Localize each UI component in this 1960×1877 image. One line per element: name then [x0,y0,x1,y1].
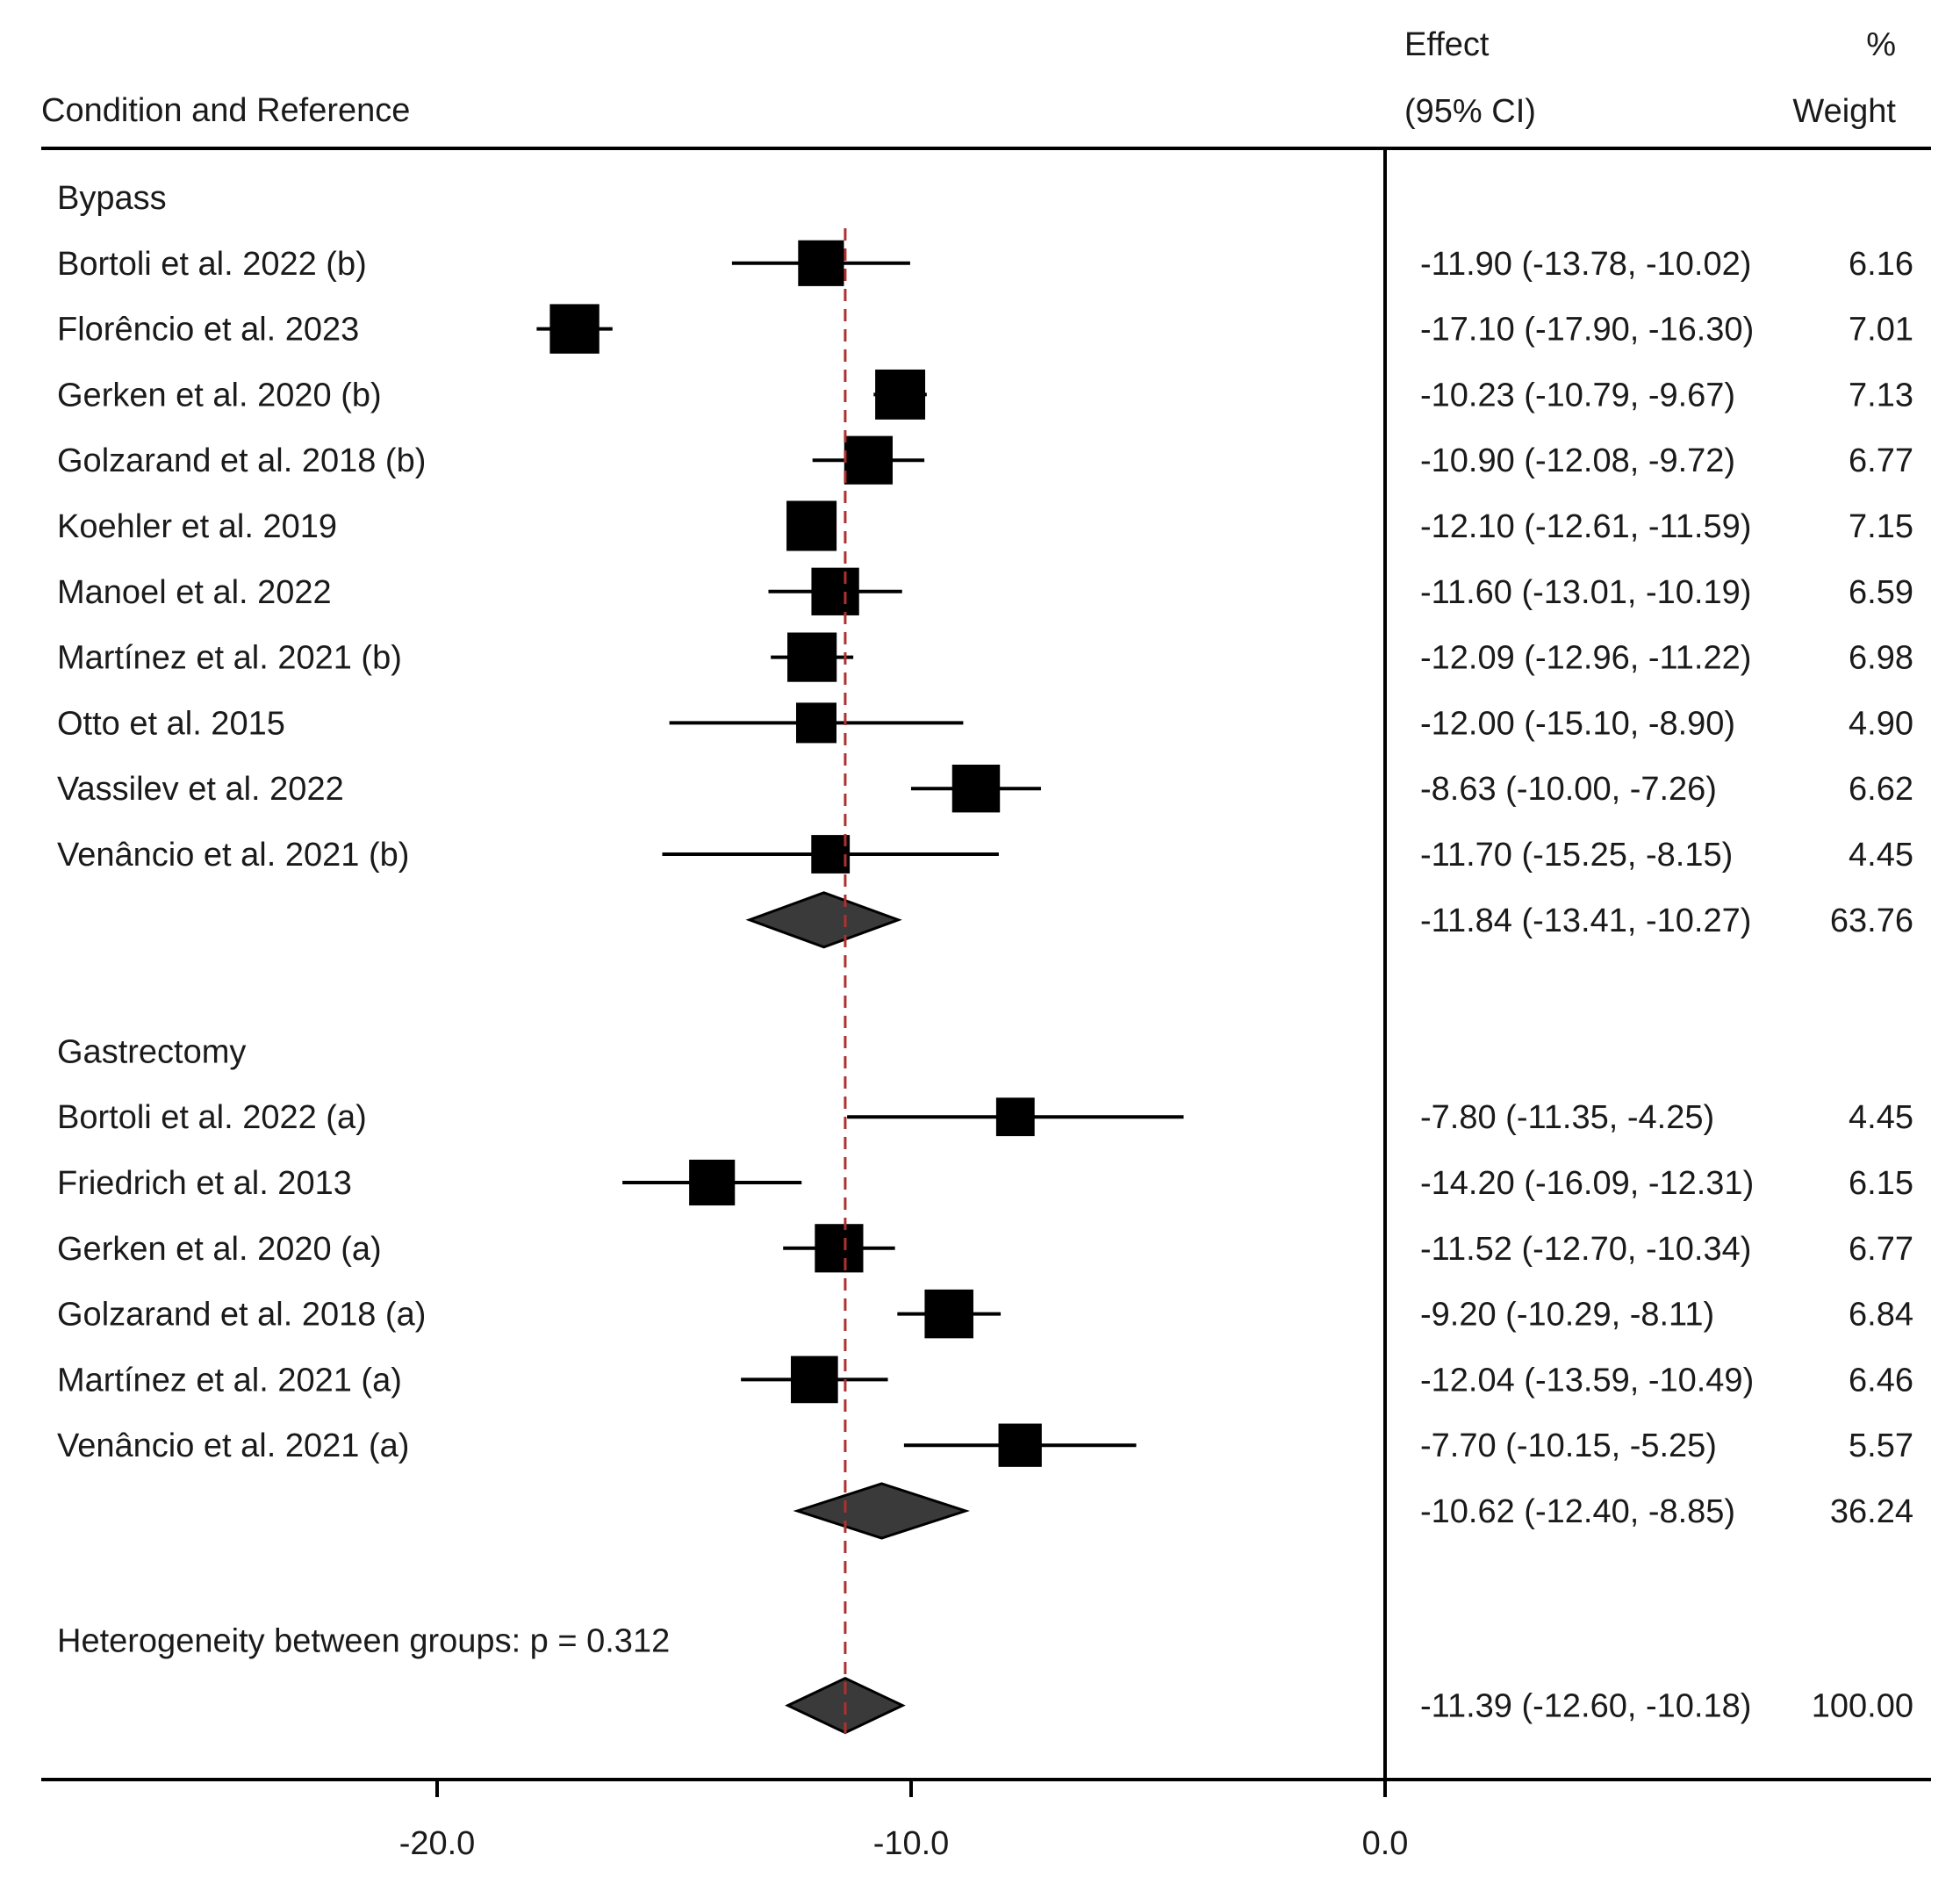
weight-text: 6.84 [1849,1297,1913,1334]
weight-text: 5.57 [1849,1428,1913,1464]
effect-ci-text: -8.63 (-10.00, -7.26) [1420,771,1717,808]
weight-text: 6.77 [1849,442,1913,479]
weight-text: 6.15 [1849,1165,1913,1202]
effect-ci-text: -11.60 (-13.01, -10.19) [1420,574,1751,611]
study-label: Florêncio et al. 2023 [57,312,359,349]
effect-marker [798,240,844,286]
weight-text: 6.62 [1849,771,1913,808]
effect-ci-text: -12.09 (-12.96, -11.22) [1420,640,1751,677]
effect-marker [924,1289,973,1339]
effect-marker [844,435,893,485]
effect-marker [811,835,851,874]
header-study: Condition and Reference [41,92,410,129]
effect-marker [811,567,859,615]
heterogeneity-text: Heterogeneity between groups: p = 0.312 [57,1623,670,1660]
weight-text: 4.90 [1849,705,1913,742]
study-label: Manoel et al. 2022 [57,574,332,611]
weight-text: 6.77 [1849,1231,1913,1268]
group-label-bypass: Bypass [57,180,167,217]
study-label: Venâncio et al. 2021 (a) [57,1428,409,1464]
study-label: Otto et al. 2015 [57,705,285,742]
weight-text: 6.46 [1849,1362,1913,1399]
effect-ci-text: -11.52 (-12.70, -10.34) [1420,1231,1751,1268]
effect-ci-text: -12.10 (-12.61, -11.59) [1420,508,1751,545]
study-label: Bortoli et al. 2022 (a) [57,1099,367,1136]
effect-ci-text: -12.04 (-13.59, -10.49) [1420,1362,1754,1399]
subtotal-diamond [793,1482,970,1540]
effect-marker [875,369,926,420]
study-label: Golzarand et al. 2018 (a) [57,1297,426,1334]
weight-text: 6.98 [1849,640,1913,677]
effect-marker [995,1097,1035,1137]
effect-marker [951,764,1001,813]
study-label: Martínez et al. 2021 (a) [57,1362,402,1399]
header-weight: Weight [1792,93,1896,130]
subtotal-ci-text: -10.62 (-12.40, -8.85) [1420,1493,1735,1530]
study-label: Bortoli et al. 2022 (b) [57,246,367,283]
study-label: Friedrich et al. 2013 [57,1165,352,1202]
effect-ci-text: -7.80 (-11.35, -4.25) [1420,1099,1714,1136]
subtotal-weight-text: 63.76 [1830,903,1913,939]
overall-ci-text: -11.39 (-12.60, -10.18) [1420,1688,1751,1725]
study-label: Gerken et al. 2020 (a) [57,1231,382,1268]
subtotal-ci-text: -11.84 (-13.41, -10.27) [1420,903,1751,939]
effect-marker [787,632,837,682]
effect-marker [689,1159,736,1206]
effect-ci-text: -7.70 (-10.15, -5.25) [1420,1428,1717,1464]
overall-weight-text: 100.00 [1812,1688,1913,1725]
effect-marker [549,304,599,354]
effect-ci-text: -11.70 (-15.25, -8.15) [1420,837,1733,874]
subtotal-weight-text: 36.24 [1830,1493,1913,1530]
weight-text: 4.45 [1849,1099,1913,1136]
effect-marker [815,1224,864,1273]
study-label: Koehler et al. 2019 [57,508,337,545]
weight-text: 6.59 [1849,574,1913,611]
effect-ci-text: -12.00 (-15.10, -8.90) [1420,705,1735,742]
weight-text: 6.16 [1849,246,1913,283]
effect-ci-text: -14.20 (-16.09, -12.31) [1420,1165,1754,1202]
effect-ci-text: -17.10 (-17.90, -16.30) [1420,312,1754,349]
study-label: Vassilev et al. 2022 [57,771,344,808]
effect-ci-text: -10.90 (-12.08, -9.72) [1420,442,1735,479]
weight-text: 7.13 [1849,377,1913,414]
header-effect: Effect [1404,26,1490,63]
study-label: Martínez et al. 2021 (b) [57,640,402,677]
effect-ci-text: -11.90 (-13.78, -10.02) [1420,246,1751,283]
x-tick-label: -20.0 [399,1825,476,1862]
effect-ci-text: -9.20 (-10.29, -8.11) [1420,1297,1714,1334]
weight-text: 7.01 [1849,312,1913,349]
effect-marker [791,1356,838,1404]
effect-marker [786,500,837,551]
x-tick-label: 0.0 [1362,1825,1409,1862]
effect-marker [795,702,837,744]
effect-ci-text: -10.23 (-10.79, -9.67) [1420,377,1735,414]
effect-marker [998,1423,1042,1467]
header-ci: (95% CI) [1404,93,1536,130]
study-label: Golzarand et al. 2018 (b) [57,442,426,479]
subtotal-diamond [745,891,902,949]
study-label: Venâncio et al. 2021 (b) [57,837,409,874]
weight-text: 7.15 [1849,508,1913,545]
x-tick-label: -10.0 [873,1825,950,1862]
study-label: Gerken et al. 2020 (b) [57,377,382,414]
header-percent: % [1866,26,1896,63]
group-label-gastrectomy: Gastrectomy [57,1033,246,1070]
weight-text: 4.45 [1849,837,1913,874]
